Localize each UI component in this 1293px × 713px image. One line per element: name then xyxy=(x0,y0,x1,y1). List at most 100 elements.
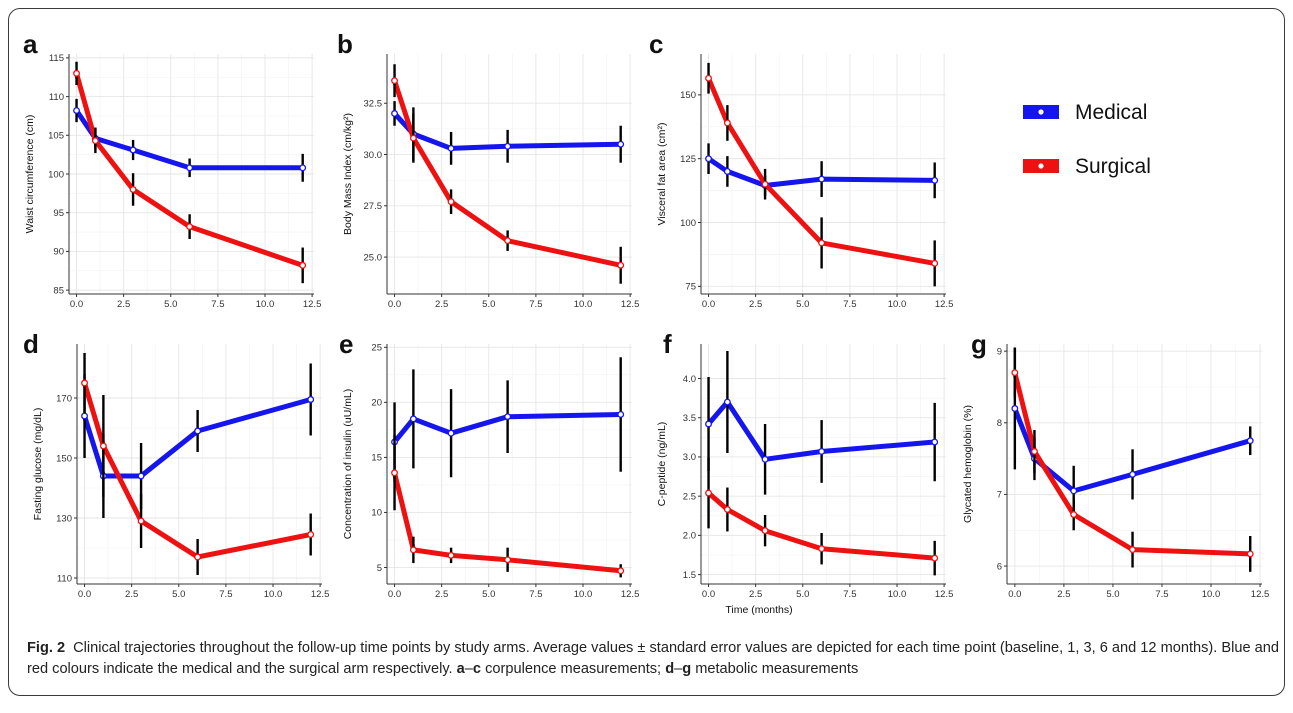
panel-c-series-medical-point xyxy=(705,155,712,163)
panel-c-y-axis-title: Visceral fat area (cm²) xyxy=(656,122,668,225)
panel-e-series-surgical-point xyxy=(409,546,417,554)
panel-c-grid xyxy=(701,54,946,294)
caption-range-1-start: a xyxy=(456,661,465,677)
panel-a-series-surgical xyxy=(73,61,307,284)
panel-g-series-surgical-point xyxy=(1070,511,1078,518)
panel-g-x-tick-label: 2.5 xyxy=(1057,589,1070,600)
panel-g-y-tick-label: 6 xyxy=(997,561,1002,572)
panel-g-x-tick-label: 0.0 xyxy=(1008,589,1021,600)
panel-b-series-medical xyxy=(391,101,625,165)
panel-a-y-tick-label: 100 xyxy=(48,169,64,180)
panel-c-series-surgical-point xyxy=(705,74,712,82)
panel-e-x-tick-label: 0.0 xyxy=(388,589,401,600)
panel-d-x-tick-label: 5.0 xyxy=(172,589,185,600)
panel-b-series-surgical-point xyxy=(409,134,417,142)
panel-d-y-tick-label: 110 xyxy=(57,573,72,584)
legend: Medical Surgical xyxy=(1023,101,1151,178)
panel-f-x-tick-label: 0.0 xyxy=(702,589,715,600)
panel-b-x-tick-label: 0.0 xyxy=(388,299,401,310)
panel-c-series-medical-point xyxy=(818,175,826,183)
panel-f: f 0.0 2.5 5.0 7.5 10.0 12.5 1.5 2.0 2.5 3.0 3.5 4.0 C… xyxy=(656,329,953,600)
panel-c-series-surgical-point xyxy=(761,180,769,188)
panel-c-series-medical-point xyxy=(931,176,939,184)
panel-d-letter: d xyxy=(23,329,39,359)
panel-f-letter: f xyxy=(663,329,672,359)
panel-g-series-medical-point xyxy=(1246,437,1254,445)
panel-e-series-surgical xyxy=(391,435,625,578)
panel-b-series-medical-point xyxy=(504,142,512,150)
panel-a-y-tick-label: 95 xyxy=(53,208,64,219)
panel-e-y-tick-label: 20 xyxy=(371,398,382,409)
panel-a-letter: a xyxy=(23,29,38,59)
panel-a-y-tick-label: 115 xyxy=(49,53,64,64)
caption-text-2: corpulence measurements; xyxy=(485,661,662,677)
panel-d-series-medical-point xyxy=(194,427,202,435)
panel-c-series-medical xyxy=(705,143,939,199)
panel-g-series-surgical xyxy=(1011,347,1254,572)
panel-e-y-tick-label: 10 xyxy=(371,508,382,519)
panel-a-x-tick-label: 0.0 xyxy=(70,299,83,310)
panel-e-series-surgical-point xyxy=(617,567,625,575)
panel-c-y-tick-label: 100 xyxy=(680,218,696,229)
panel-d-series-surgical-point xyxy=(99,442,107,450)
panel-f-series-surgical-point xyxy=(818,545,826,553)
panel-d-series-medical xyxy=(81,363,315,518)
panel-g-x-tick-label: 5.0 xyxy=(1106,589,1119,600)
panel-b-x-tick-label: 5.0 xyxy=(482,299,495,310)
panel-c: c 0.0 2.5 5.0 7.5 10.0 12.5 75 100 125 150 Visceral… xyxy=(649,29,953,310)
panel-c-x-tick-label: 0.0 xyxy=(702,299,715,310)
panel-a-y-tick-label: 105 xyxy=(48,131,64,142)
panel-e: e 0.0 2.5 5.0 7.5 10.0 12.5 5 10 15 20 25 Concentrat… xyxy=(339,329,639,600)
panel-f-series-surgical xyxy=(705,457,939,576)
panel-c-series-surgical-point xyxy=(818,239,826,247)
panel-g-x-tick-label: 10.0 xyxy=(1202,589,1221,600)
panel-d-series-surgical-point xyxy=(81,379,88,387)
panel-c-series-medical-point xyxy=(723,167,731,175)
panel-e-x-tick-label: 10.0 xyxy=(574,589,593,600)
panel-g-series-surgical-point xyxy=(1031,448,1038,455)
panel-f-series-medical-point xyxy=(705,420,712,428)
panel-f-series-surgical-point xyxy=(723,506,731,513)
panel-g-x-tick-label: 12.5 xyxy=(1251,589,1270,600)
panel-a-x-tick-label: 2.5 xyxy=(117,299,130,310)
legend-label-surgical: Surgical xyxy=(1075,155,1151,178)
panel-c-series-surgical-point xyxy=(931,259,939,267)
panel-a-x-tick-label: 12.5 xyxy=(303,299,322,310)
panel-d-series-medical-point xyxy=(81,412,88,420)
panel-f-y-tick-label: 1.5 xyxy=(683,570,696,581)
panel-b-y-tick-label: 32.5 xyxy=(364,99,383,110)
panel-f-series-surgical-point xyxy=(705,489,712,497)
panel-g-series-medical xyxy=(1011,347,1254,516)
panel-a-y-tick-label: 90 xyxy=(53,247,64,258)
caption-range-1-end: c xyxy=(472,661,482,677)
panel-b-series-surgical-point xyxy=(447,198,455,206)
panel-c-y-tick-label: 150 xyxy=(680,90,696,101)
panel-b: b 0.0 2.5 5.0 7.5 10.0 12.5 25.0 27.5 30.0 32.5 Bod… xyxy=(337,29,639,310)
panel-c-x-tick-label: 7.5 xyxy=(843,299,856,310)
caption-range-2-end: g xyxy=(682,661,692,677)
panel-e-y-tick-label: 15 xyxy=(371,453,382,464)
panel-g-series-surgical-point xyxy=(1246,550,1254,558)
panel-d-x-tick-label: 7.5 xyxy=(219,589,232,600)
panel-a-series-medical-point xyxy=(299,164,307,172)
panel-b-series-medical-point xyxy=(617,140,625,148)
panel-b-x-tick-label: 10.0 xyxy=(574,299,593,310)
panel-b-series-surgical-point xyxy=(617,261,625,269)
panel-f-series-medical-point xyxy=(931,438,939,446)
panel-c-letter: c xyxy=(649,29,663,59)
panel-f-y-tick-label: 3.5 xyxy=(683,413,696,424)
panel-a-grid xyxy=(69,54,314,294)
panel-b-y-tick-label: 25.0 xyxy=(364,252,383,263)
panel-e-series-medical-point xyxy=(617,411,625,418)
panel-e-x-tick-label: 5.0 xyxy=(482,589,495,600)
figure-frame: a 0.0 2.5 5.0 7.5 10.0 12.5 85 90 95 100 105 110 115 W… xyxy=(8,8,1285,696)
panel-b-letter: b xyxy=(337,29,353,59)
panel-c-x-tick-label: 5.0 xyxy=(796,299,809,310)
panel-g-series-medical-point xyxy=(1070,487,1078,495)
panel-e-y-tick-label: 25 xyxy=(371,343,382,354)
panel-c-x-tick-label: 2.5 xyxy=(749,299,762,310)
panel-e-series-medical-point xyxy=(409,415,417,423)
panel-e-series-surgical-point xyxy=(447,551,455,559)
panel-f-y-tick-label: 3.0 xyxy=(683,452,696,463)
panel-f-series-medical xyxy=(705,351,939,495)
